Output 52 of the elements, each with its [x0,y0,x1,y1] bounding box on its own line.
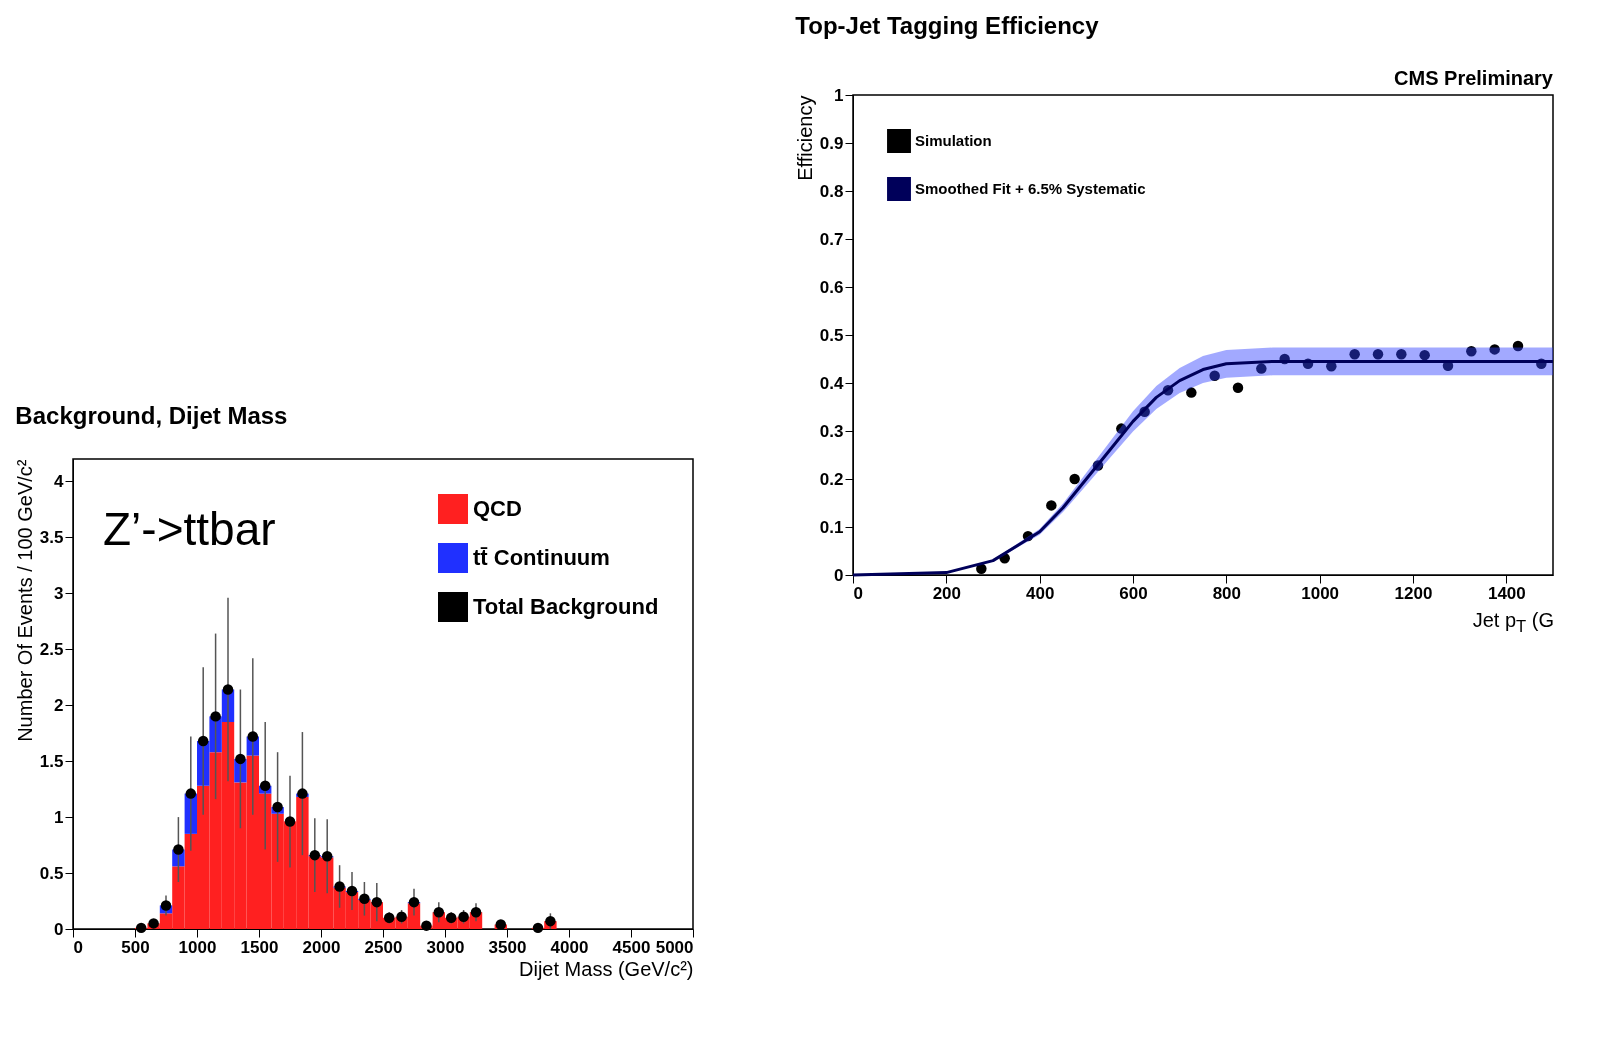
y-axis-title: Efficiency [793,95,816,181]
y-tick-label: 1 [54,807,64,827]
y-tick-label: 0.5 [819,325,844,345]
y-tick-label: 0.8 [819,181,844,201]
y-tick-label: 0.3 [819,421,844,441]
x-tick-label: 500 [121,937,150,957]
legend-label: tt̄ Continuum [473,545,610,570]
y-tick-label: 0 [834,565,844,585]
x-tick-label: 5000 [655,937,694,957]
y-tick-label: 0.9 [819,133,844,153]
x-tick-label: 3000 [426,937,465,957]
legend-label: Total Background [473,594,659,619]
x-tick-label: 4000 [550,937,589,957]
x-tick-label: 1000 [178,937,217,957]
x-tick-label: 0 [73,937,83,957]
x-tick-label: 1400 [1487,583,1526,603]
x-tick-label: 1000 [1301,583,1340,603]
y-tick-label: 1.5 [39,751,64,771]
y-tick-label: 4 [54,471,65,491]
x-tick-label: 4500 [612,937,651,957]
annotation: Z’->ttbar [103,503,276,555]
y-tick-label: 3.5 [39,527,64,547]
x-tick-label: 2000 [302,937,341,957]
y-tick-label: 0.5 [39,863,64,883]
x-tick-label: 2500 [364,937,403,957]
y-tick-label: 2 [54,695,64,715]
x-tick-label: 3500 [488,937,527,957]
legend-label: Smoothed Fit + 6.5% Systematic [915,180,1146,197]
chart-title: Background, Dijet Mass [15,402,288,429]
x-tick-label: 600 [1119,583,1148,603]
y-tick-label: 0.7 [819,229,844,249]
x-tick-label: 200 [932,583,962,603]
y-tick-label: 1 [834,85,844,105]
x-tick-label: 0 [853,583,863,603]
legend-label: Simulation [915,132,992,149]
y-tick-label: 0.6 [819,277,844,297]
x-tick-label: 800 [1212,583,1242,603]
legend-label: QCD [473,496,522,521]
x-tick-label: 1200 [1394,583,1433,603]
y-tick-label: 3 [54,583,64,603]
text: CMS Preliminary [1394,67,1554,89]
x-tick-label: 1500 [240,937,279,957]
x-tick-label: 400 [1025,583,1055,603]
y-tick-label: 0 [54,919,64,939]
x-axis-title: Dijet Mass (GeV/c²) [519,957,694,980]
y-tick-label: 0.1 [819,517,844,537]
chart-title: Top-Jet Tagging Efficiency [795,12,1100,39]
y-tick-label: 0.2 [819,469,844,489]
y-tick-label: 2.5 [39,639,64,659]
x-axis-title: Jet p$_{T}$ (G [1472,609,1554,637]
y-axis-title: Number Of Events / 100 GeV/c² [13,459,36,742]
y-tick-label: 0.4 [819,373,845,393]
